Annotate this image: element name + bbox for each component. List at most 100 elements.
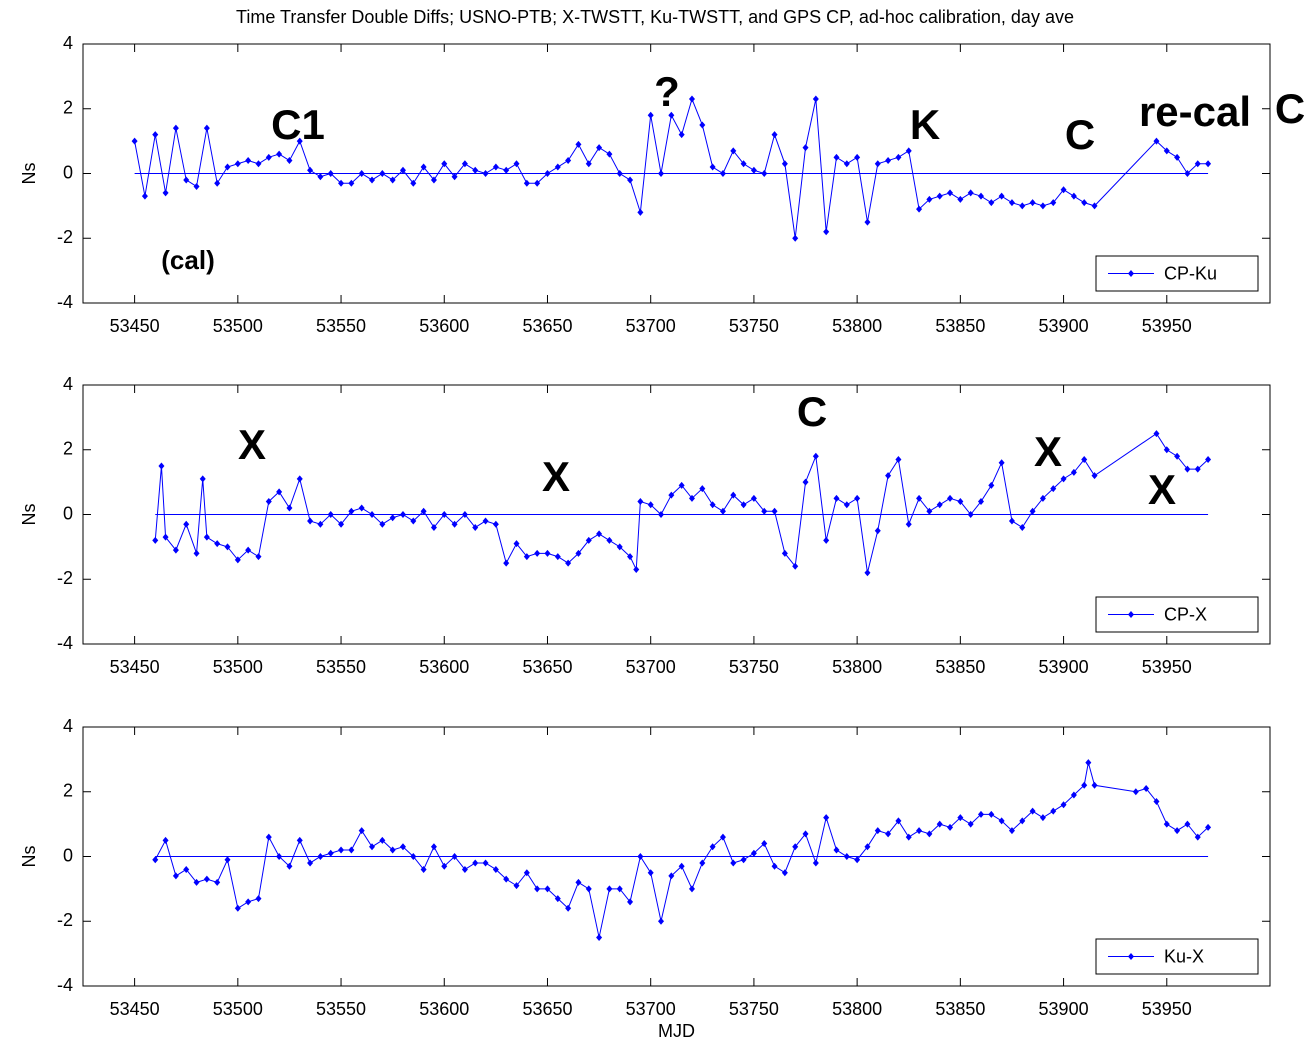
data-point bbox=[255, 553, 262, 561]
data-point bbox=[451, 173, 458, 181]
data-point bbox=[1091, 781, 1098, 789]
data-point bbox=[1184, 465, 1191, 473]
data-point bbox=[957, 498, 964, 506]
data-point bbox=[369, 176, 376, 184]
data-point bbox=[967, 511, 974, 518]
data-point bbox=[678, 481, 685, 489]
data-point bbox=[265, 153, 272, 161]
data-point bbox=[678, 862, 685, 870]
data-point bbox=[668, 111, 675, 119]
data-point bbox=[874, 527, 881, 535]
x-tick-label: 53800 bbox=[832, 999, 882, 1019]
data-point bbox=[338, 846, 345, 854]
data-point bbox=[482, 170, 489, 177]
data-point bbox=[637, 208, 644, 216]
data-point bbox=[1153, 137, 1160, 145]
data-point bbox=[441, 862, 448, 870]
data-point bbox=[926, 195, 933, 203]
data-point bbox=[1163, 446, 1170, 454]
data-point bbox=[172, 124, 179, 132]
annotation: (cal) bbox=[161, 245, 214, 275]
data-point bbox=[823, 814, 830, 822]
data-point bbox=[750, 166, 757, 174]
data-point bbox=[967, 820, 974, 828]
x-tick-label: 53450 bbox=[110, 316, 160, 336]
data-point bbox=[926, 830, 933, 838]
data-point bbox=[420, 507, 427, 515]
x-tick-label: 53600 bbox=[419, 657, 469, 677]
data-point bbox=[265, 498, 272, 506]
data-point bbox=[585, 536, 592, 544]
data-point bbox=[988, 199, 995, 207]
data-point bbox=[1008, 199, 1015, 207]
data-point bbox=[461, 865, 468, 873]
data-point bbox=[719, 170, 726, 177]
data-point bbox=[1008, 517, 1015, 525]
x-tick-label: 53700 bbox=[626, 657, 676, 677]
data-point bbox=[554, 895, 561, 903]
data-point bbox=[152, 131, 159, 139]
data-point bbox=[730, 859, 737, 867]
data-point bbox=[947, 823, 954, 831]
data-point bbox=[534, 549, 541, 557]
data-point bbox=[554, 163, 561, 171]
data-point bbox=[183, 176, 190, 184]
data-point bbox=[193, 878, 200, 886]
data-point bbox=[1060, 801, 1067, 809]
data-point bbox=[152, 536, 159, 544]
x-tick-label: 53650 bbox=[522, 316, 572, 336]
data-point bbox=[1050, 199, 1057, 207]
data-point bbox=[771, 507, 778, 515]
x-tick-label: 53600 bbox=[419, 316, 469, 336]
data-point bbox=[162, 189, 169, 197]
y-tick-label: 0 bbox=[63, 845, 73, 865]
y-tick-label: -4 bbox=[57, 633, 73, 653]
data-point bbox=[874, 160, 881, 168]
data-point bbox=[1019, 202, 1026, 210]
data-point bbox=[905, 520, 912, 528]
data-point bbox=[338, 520, 345, 528]
data-point bbox=[389, 846, 396, 854]
data-point bbox=[633, 566, 640, 574]
data-point bbox=[885, 830, 892, 838]
data-point bbox=[348, 179, 355, 187]
data-point bbox=[771, 862, 778, 870]
data-point bbox=[410, 517, 417, 525]
annotation: K bbox=[910, 101, 940, 148]
data-point bbox=[998, 459, 1005, 467]
data-point bbox=[699, 121, 706, 129]
data-point bbox=[895, 455, 902, 463]
data-point bbox=[234, 160, 241, 168]
legend-label: CP-Ku bbox=[1164, 263, 1217, 283]
data-point bbox=[1070, 192, 1077, 200]
data-point bbox=[750, 849, 757, 857]
data-point bbox=[926, 507, 933, 515]
data-point bbox=[441, 160, 448, 168]
annotation: ? bbox=[654, 68, 680, 115]
x-tick-label: 53650 bbox=[522, 657, 572, 677]
data-point bbox=[947, 494, 954, 502]
data-point bbox=[482, 859, 489, 867]
data-point bbox=[162, 836, 169, 844]
data-point bbox=[658, 511, 665, 518]
x-tick-label: 53950 bbox=[1142, 999, 1192, 1019]
data-point bbox=[379, 836, 386, 844]
data-point bbox=[565, 904, 572, 912]
data-point bbox=[627, 176, 634, 184]
data-point bbox=[575, 878, 582, 886]
data-point bbox=[224, 856, 231, 864]
data-point bbox=[544, 549, 551, 557]
data-point bbox=[430, 843, 437, 851]
data-point bbox=[719, 507, 726, 515]
data-point bbox=[348, 507, 355, 515]
legend-marker bbox=[1128, 953, 1134, 960]
data-point bbox=[307, 166, 314, 174]
data-point bbox=[234, 556, 241, 564]
data-point bbox=[141, 192, 148, 200]
data-point bbox=[513, 160, 520, 168]
data-point bbox=[812, 95, 819, 103]
data-point bbox=[627, 898, 634, 906]
data-point bbox=[327, 849, 334, 857]
x-tick-label: 53550 bbox=[316, 316, 366, 336]
data-point bbox=[286, 504, 293, 512]
